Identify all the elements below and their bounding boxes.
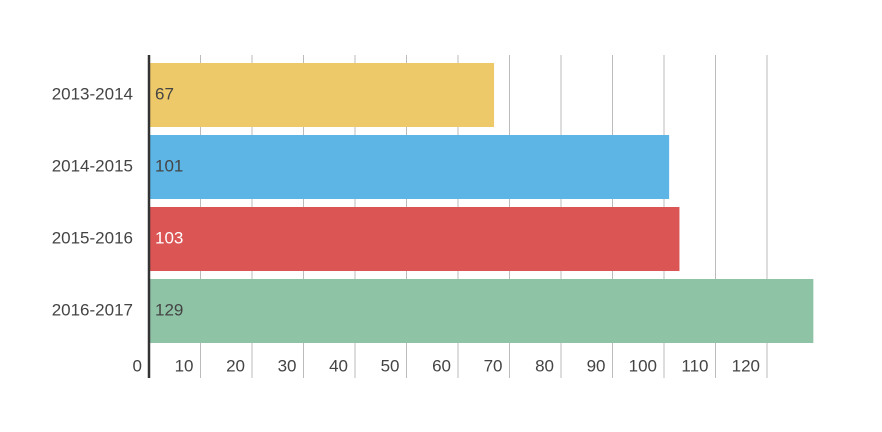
- x-tick-label: 80: [535, 356, 554, 375]
- x-tick-label: 40: [329, 356, 348, 375]
- bar: [149, 207, 680, 271]
- x-tick-label: 110: [681, 356, 708, 375]
- value-label: 103: [155, 228, 183, 247]
- x-tick-label: 90: [587, 356, 606, 375]
- x-tick-label: 10: [175, 356, 194, 375]
- x-tick-label: 20: [226, 356, 245, 375]
- x-tick-label: 100: [629, 356, 657, 375]
- x-tick-label: 60: [432, 356, 451, 375]
- value-label: 67: [155, 84, 174, 103]
- x-tick-label: 50: [381, 356, 400, 375]
- value-label: 101: [155, 156, 183, 175]
- x-tick-label: 70: [484, 356, 503, 375]
- x-tick-label: 120: [732, 356, 760, 375]
- y-tick-label: 2016-2017: [52, 300, 133, 319]
- x-tick-label: 30: [278, 356, 297, 375]
- y-tick-label: 2013-2014: [52, 84, 133, 103]
- bar: [149, 63, 495, 127]
- bar: [149, 279, 814, 343]
- x-tick-label: 0: [133, 356, 142, 375]
- y-tick-label: 2014-2015: [52, 156, 133, 175]
- y-tick-label: 2015-2016: [52, 228, 133, 247]
- bar: [149, 135, 670, 199]
- value-label: 129: [155, 300, 183, 319]
